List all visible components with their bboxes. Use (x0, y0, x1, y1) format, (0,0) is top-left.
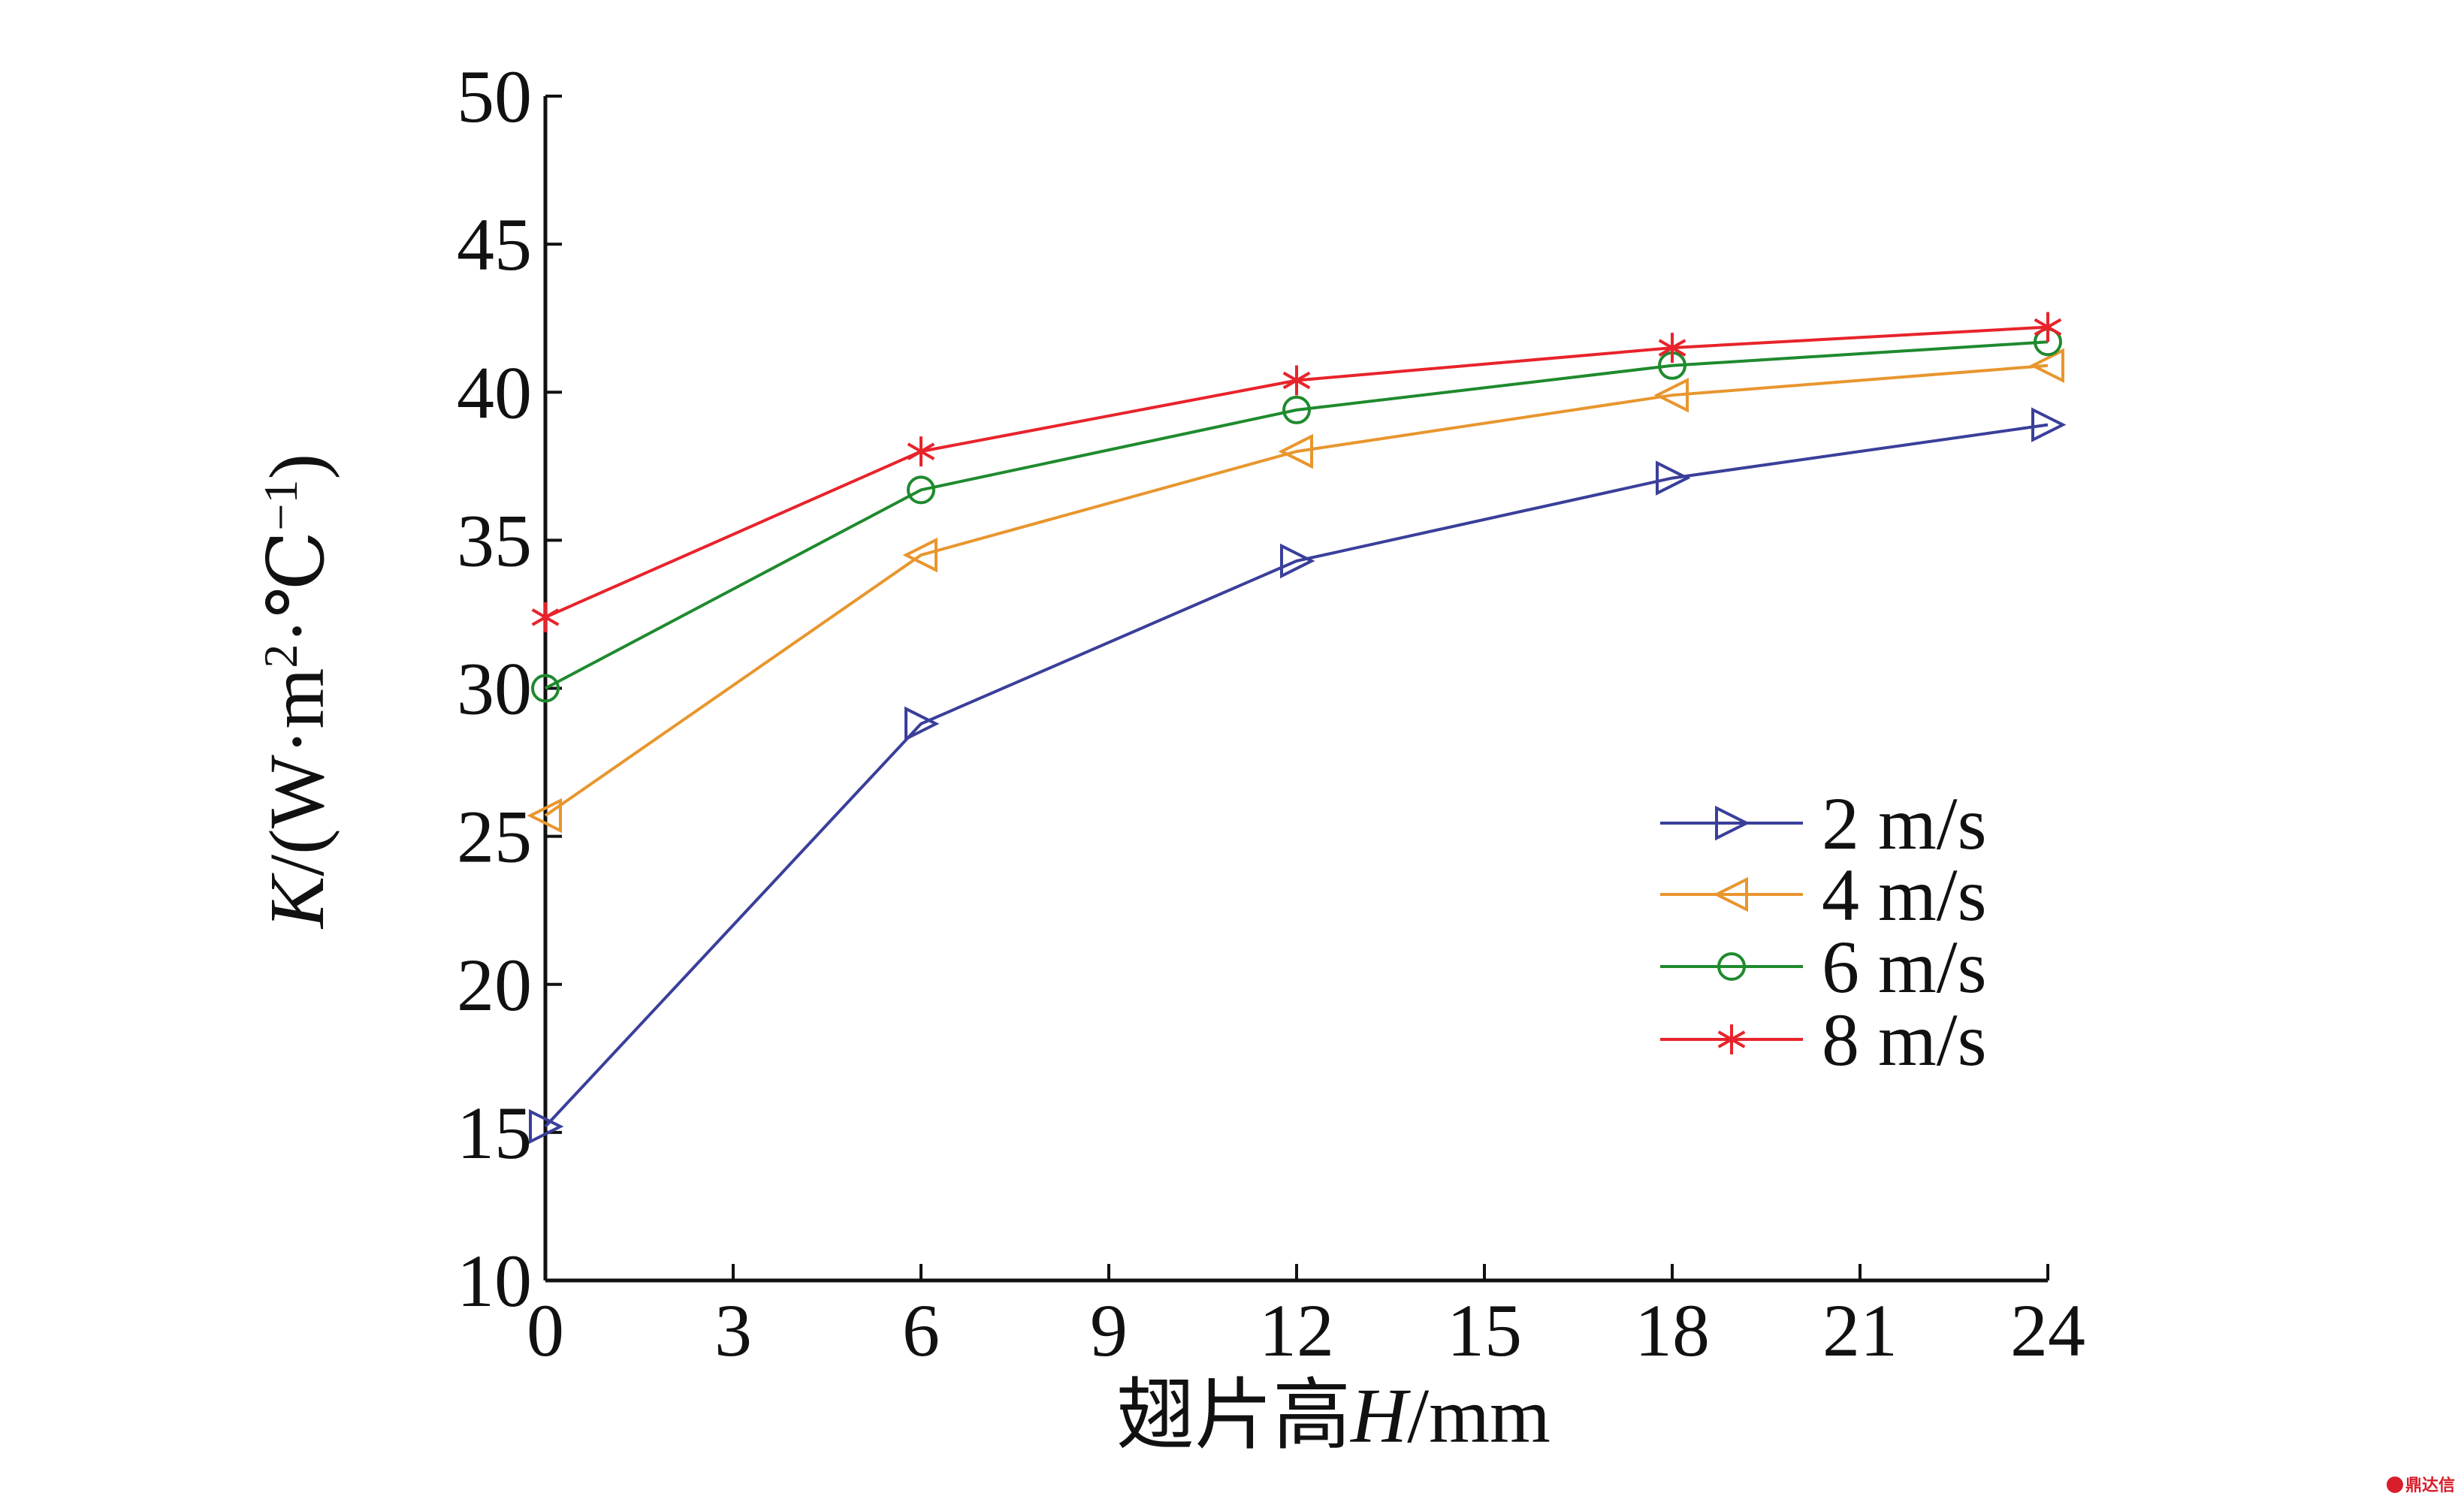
series-3 (531, 312, 2062, 632)
marker-stroke (531, 608, 560, 626)
series-line (544, 423, 2049, 1128)
y-axis-title: K/(W·m2·℃−1) (254, 454, 341, 930)
legend-marker (1715, 805, 1750, 841)
data-point (2034, 312, 2062, 342)
y-axis-title-variable: K (254, 873, 340, 930)
y-tick-label: 20 (457, 943, 532, 1027)
axes (543, 96, 2048, 1283)
data-point (531, 602, 560, 632)
data-point (1280, 543, 1315, 579)
x-tick-label: 9 (1090, 1289, 1128, 1372)
x-axis-title-unit: /mm (1407, 1373, 1551, 1459)
x-tick-label: 21 (1822, 1289, 1898, 1372)
legend-item: 2 m/s (1660, 782, 1986, 865)
y-tick-label: 35 (457, 499, 532, 582)
y-tick-label: 30 (457, 647, 532, 731)
data-point (1282, 395, 1311, 424)
legend-item: 6 m/s (1660, 925, 1986, 1009)
data-point (1278, 433, 1313, 469)
y-axis-title-sup1: 2 (254, 644, 307, 668)
watermark-logo-icon (2387, 1476, 2403, 1493)
legend: 2 m/s4 m/s6 m/s8 m/s (1660, 782, 1986, 1081)
y-axis-title-unit: /(W·m (254, 668, 340, 876)
legend-marker (1717, 952, 1746, 981)
marker-stroke (1282, 371, 1311, 390)
series-layer (527, 312, 2067, 1145)
y-tick-label: 50 (457, 55, 532, 138)
data-point (529, 1108, 564, 1145)
data-point (2029, 348, 2064, 384)
marker-stroke (1717, 1030, 1746, 1048)
data-point (531, 674, 560, 703)
series-0 (529, 407, 2067, 1145)
x-tick-label: 18 (1635, 1289, 1710, 1372)
y-tick-label: 10 (457, 1239, 532, 1323)
series-line (544, 363, 2049, 817)
legend-marker (1713, 876, 1748, 912)
data-point (902, 537, 938, 573)
y-tick-label: 25 (457, 795, 532, 879)
data-point (527, 798, 562, 834)
x-tick-label: 3 (714, 1289, 752, 1372)
data-point (907, 475, 935, 505)
legend-label: 2 m/s (1822, 782, 1986, 865)
y-tick-label: 45 (457, 203, 532, 286)
marker-stroke (2034, 318, 2062, 336)
data-point (1282, 365, 1311, 396)
data-point (2031, 407, 2067, 442)
data-point (1658, 333, 1686, 363)
data-point (1653, 377, 1689, 413)
y-axis-title-end: ) (254, 454, 340, 480)
legend-marker (1717, 1024, 1746, 1054)
y-axis-title-mid: ·℃ (254, 531, 340, 644)
x-tick-label: 0 (527, 1289, 564, 1372)
x-tick-label: 15 (1447, 1289, 1522, 1372)
y-tick-label: 15 (457, 1091, 532, 1175)
y-tick-label: 40 (457, 351, 532, 434)
legend-label: 6 m/s (1822, 925, 1986, 1009)
data-point (904, 706, 940, 742)
x-tick-label: 24 (2010, 1289, 2085, 1372)
marker-stroke (1658, 339, 1686, 357)
watermark-text: 鼎达信 (2405, 1476, 2455, 1495)
x-tick-label: 6 (902, 1289, 940, 1372)
data-point (1656, 460, 1691, 496)
x-axis-title-prefix: 翅片高 (1116, 1373, 1351, 1459)
y-axis-title-sup2: −1 (254, 479, 307, 530)
series-line (545, 340, 2049, 690)
legend-label: 8 m/s (1822, 998, 1986, 1081)
legend-item: 8 m/s (1660, 998, 1986, 1081)
data-point (907, 436, 935, 467)
x-axis-title-variable: H (1349, 1373, 1411, 1459)
watermark: 鼎达信 (2387, 1476, 2455, 1495)
x-tick-label: 12 (1259, 1289, 1334, 1372)
legend-label: 4 m/s (1822, 853, 1986, 936)
x-axis-title: 翅片高H/mm (1116, 1373, 1551, 1459)
series-1 (527, 348, 2064, 834)
marker-stroke (907, 442, 935, 460)
ticks: 10 15 20 25 30 35 40 45 50 0 3 6 9 12 15 18 21 24 (457, 55, 2085, 1372)
legend-item: 4 m/s (1660, 853, 1986, 936)
